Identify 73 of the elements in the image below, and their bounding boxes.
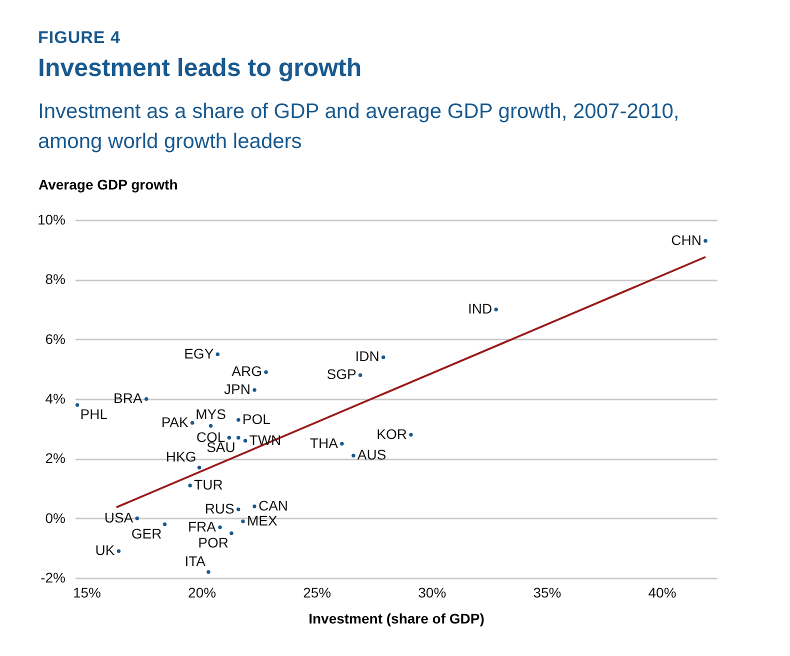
- point: [236, 436, 240, 440]
- annotation: UK: [95, 542, 116, 558]
- annotation: IDN: [355, 348, 380, 364]
- point: [494, 308, 498, 312]
- y-tick-label: 10%: [37, 212, 66, 228]
- annotation: ARG: [232, 363, 262, 380]
- x-tick-label: 25%: [303, 584, 332, 600]
- annotation: CAN: [258, 497, 288, 514]
- annotation: POL: [242, 410, 271, 427]
- point: [230, 531, 234, 536]
- annotation: RUS: [204, 500, 234, 516]
- point: [116, 549, 121, 554]
- x-tick-label: 30%: [418, 584, 446, 600]
- x-tick-label: 35%: [533, 584, 562, 600]
- point: [252, 504, 256, 508]
- y-tick-label: 0%: [45, 510, 66, 526]
- annotation: CHN: [671, 232, 702, 248]
- annotation: USA: [104, 509, 134, 526]
- annotation: IND: [468, 300, 492, 316]
- point: [236, 418, 240, 422]
- annotation: THA: [310, 434, 339, 451]
- annotation: JPN: [224, 381, 250, 398]
- point: [264, 370, 268, 374]
- point: [340, 442, 344, 446]
- annotation: BRA: [114, 390, 143, 406]
- annotation: AUS: [357, 446, 386, 463]
- x-tick-label: 15%: [72, 584, 102, 600]
- x-tick-label: 40%: [648, 584, 676, 600]
- point: [409, 432, 413, 437]
- point: [75, 403, 80, 407]
- point: [252, 388, 256, 392]
- annotation: MEX: [246, 512, 278, 528]
- annotation: EGY: [184, 345, 214, 362]
- caption: FIGURE 4: [38, 28, 122, 48]
- annotation: POR: [198, 534, 228, 550]
- annotation: HKG: [166, 448, 196, 465]
- y-tick-label: 2%: [45, 450, 66, 466]
- y-tick-label: 6%: [45, 330, 66, 347]
- y-tick-label: 4%: [45, 390, 66, 406]
- point: [381, 355, 386, 360]
- point: [190, 421, 194, 425]
- point: [236, 508, 240, 512]
- point: [216, 352, 220, 356]
- point: [197, 466, 202, 470]
- y-tick-label: 8%: [45, 271, 66, 288]
- x-tick-label: 20%: [188, 584, 216, 600]
- annotation: MYS: [196, 406, 226, 422]
- point: [352, 454, 356, 458]
- point: [162, 522, 167, 526]
- point: [704, 239, 708, 243]
- point: [135, 516, 139, 520]
- annotation: SGP: [326, 366, 356, 382]
- y-axis-title: Average GDP growth: [38, 176, 178, 192]
- point: [218, 525, 222, 530]
- chart-title: Investment leads to growth: [38, 54, 363, 83]
- point: [243, 438, 248, 443]
- chart-subtitle: Investment as a share of GDP and average GDP growth, 2007-2010, among world growth leaders: [38, 99, 680, 155]
- y-tick-label: -2%: [40, 570, 66, 586]
- point: [208, 424, 213, 428]
- annotation: ITA: [184, 553, 206, 570]
- annotation: TUR: [194, 476, 223, 493]
- annotation: FRA: [188, 518, 217, 534]
- point: [188, 484, 192, 488]
- point: [144, 397, 148, 401]
- annotation: PAK: [161, 414, 190, 430]
- point: [227, 436, 232, 440]
- annotation: KOR: [376, 426, 407, 442]
- annotation: GER: [131, 525, 162, 542]
- point: [358, 373, 362, 377]
- x-axis-title: Investment (share of GDP): [308, 610, 484, 626]
- point: [206, 570, 210, 574]
- annotation: PHL: [80, 406, 108, 422]
- point: [241, 519, 245, 524]
